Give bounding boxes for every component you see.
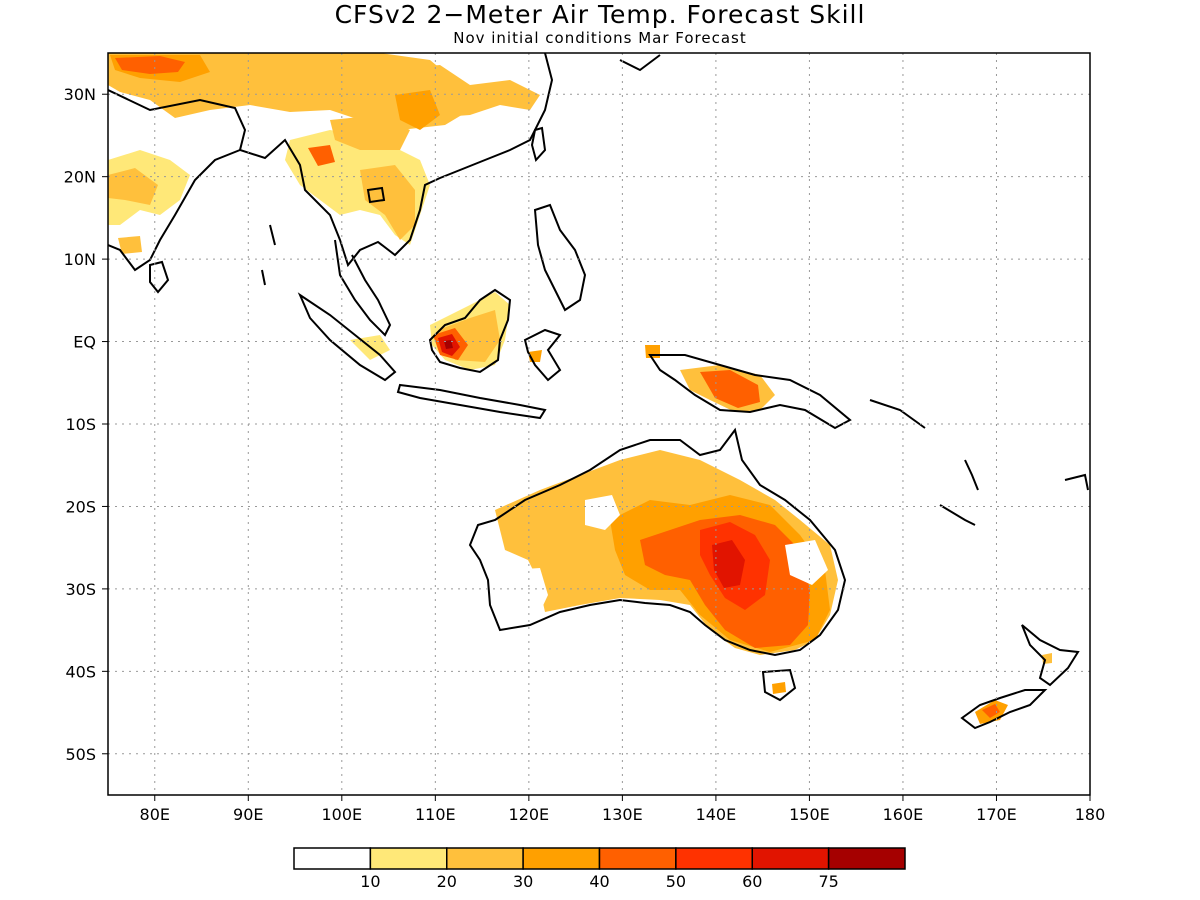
coast-nz-north — [1021, 624, 1080, 687]
coast-fiji — [1064, 473, 1089, 491]
coast-nz-south — [960, 689, 1048, 730]
x-tick-label: 180 — [1075, 805, 1106, 824]
coast-new-guinea — [648, 354, 852, 430]
y-tick-label: 40S — [65, 662, 96, 681]
y-tick-label: 20S — [65, 497, 96, 516]
coast-bay-of-bengal-islands — [261, 224, 276, 286]
coast-vanuatu — [964, 459, 979, 491]
colorbar-label: 75 — [818, 872, 838, 891]
skill-region-tibet-peak — [115, 56, 185, 74]
skill-region-india-core — [108, 168, 158, 205]
coast-philippines — [533, 203, 587, 312]
x-tick-label: 110E — [415, 805, 456, 824]
x-tick-label: 160E — [883, 805, 924, 824]
x-tick-label: 170E — [976, 805, 1017, 824]
colorbar-swatch — [675, 847, 753, 870]
skill-region-australia-low-1 — [585, 495, 620, 530]
x-tick-label: 80E — [140, 805, 170, 824]
colorbar-label: 10 — [360, 872, 380, 891]
coastline-layer — [108, 53, 1089, 730]
x-tick-label: 150E — [789, 805, 830, 824]
colorbar-swatch — [598, 847, 677, 870]
colorbar-swatch — [751, 847, 830, 870]
coast-india — [108, 149, 241, 272]
coast-malay — [334, 239, 392, 337]
skill-region-australia-low-2 — [785, 540, 828, 585]
grid-layer — [108, 53, 1090, 795]
coast-srilanka — [149, 260, 170, 294]
colorbar-label: 40 — [589, 872, 609, 891]
skill-region-tasmania — [772, 682, 786, 694]
coast-australia — [468, 427, 847, 657]
y-tick-label: 10S — [65, 415, 96, 434]
y-axis-ticks: 30N 20N 10N EQ 10S 20S 30S 40S 50S — [64, 85, 108, 764]
coast-asia — [108, 53, 554, 268]
skill-region-india-south — [118, 236, 142, 254]
skill-region-nz-south-core — [982, 704, 1000, 718]
coast-tasmania — [761, 668, 797, 702]
skill-region-new-guinea-west — [645, 345, 660, 358]
y-tick-label: 50S — [65, 745, 96, 764]
x-tick-label: 140E — [696, 805, 737, 824]
x-tick-label: 120E — [509, 805, 550, 824]
y-tick-label: EQ — [73, 333, 96, 352]
skill-region-borneo-max — [444, 340, 453, 349]
coast-new-caledonia — [939, 504, 976, 526]
coast-hainan — [366, 186, 386, 204]
colorbar-label: 60 — [742, 872, 762, 891]
y-tick-label: 20N — [64, 168, 96, 187]
coast-java — [396, 383, 547, 420]
colorbar-label: 50 — [666, 872, 686, 891]
coast-japan-south — [619, 54, 661, 72]
coast-sulawesi — [523, 328, 562, 382]
y-tick-label: 10N — [64, 250, 96, 269]
skill-region-s-china — [330, 115, 410, 150]
skill-region-australia-peak — [712, 540, 745, 588]
x-axis-ticks: 80E 90E 100E 110E 120E 130E 140E 150E 160E 170E 18… — [140, 795, 1106, 824]
colorbar-swatch — [369, 847, 448, 870]
x-tick-label: 90E — [233, 805, 263, 824]
colorbar-swatch — [522, 847, 601, 870]
coast-solomons — [869, 399, 926, 429]
skill-shading-layer — [108, 53, 1052, 724]
colorbar-swatch — [446, 847, 524, 870]
colorbar-label: 20 — [437, 872, 457, 891]
skill-region-china-patch — [395, 90, 440, 130]
coast-taiwan — [530, 126, 547, 163]
coast-sumatra — [297, 292, 397, 382]
y-tick-label: 30N — [64, 85, 96, 104]
chart-subtitle: Nov initial conditions Mar Forecast — [453, 29, 747, 47]
colorbar: 10 20 30 40 50 60 75 — [293, 847, 906, 891]
colorbar-swatch — [827, 847, 906, 870]
x-tick-label: 100E — [321, 805, 362, 824]
skill-region-myanmar — [308, 145, 335, 166]
coast-borneo — [428, 288, 512, 374]
skill-region-new-guinea-core — [700, 370, 760, 408]
colorbar-label: 30 — [513, 872, 533, 891]
colorbar-swatch — [293, 847, 372, 870]
x-tick-label: 130E — [602, 805, 643, 824]
skill-region-indochina-core — [360, 165, 415, 240]
skill-region-australia-low-3 — [510, 568, 548, 612]
y-tick-label: 30S — [65, 580, 96, 599]
chart-title: CFSv2 2−Meter Air Temp. Forecast Skill — [334, 0, 866, 29]
